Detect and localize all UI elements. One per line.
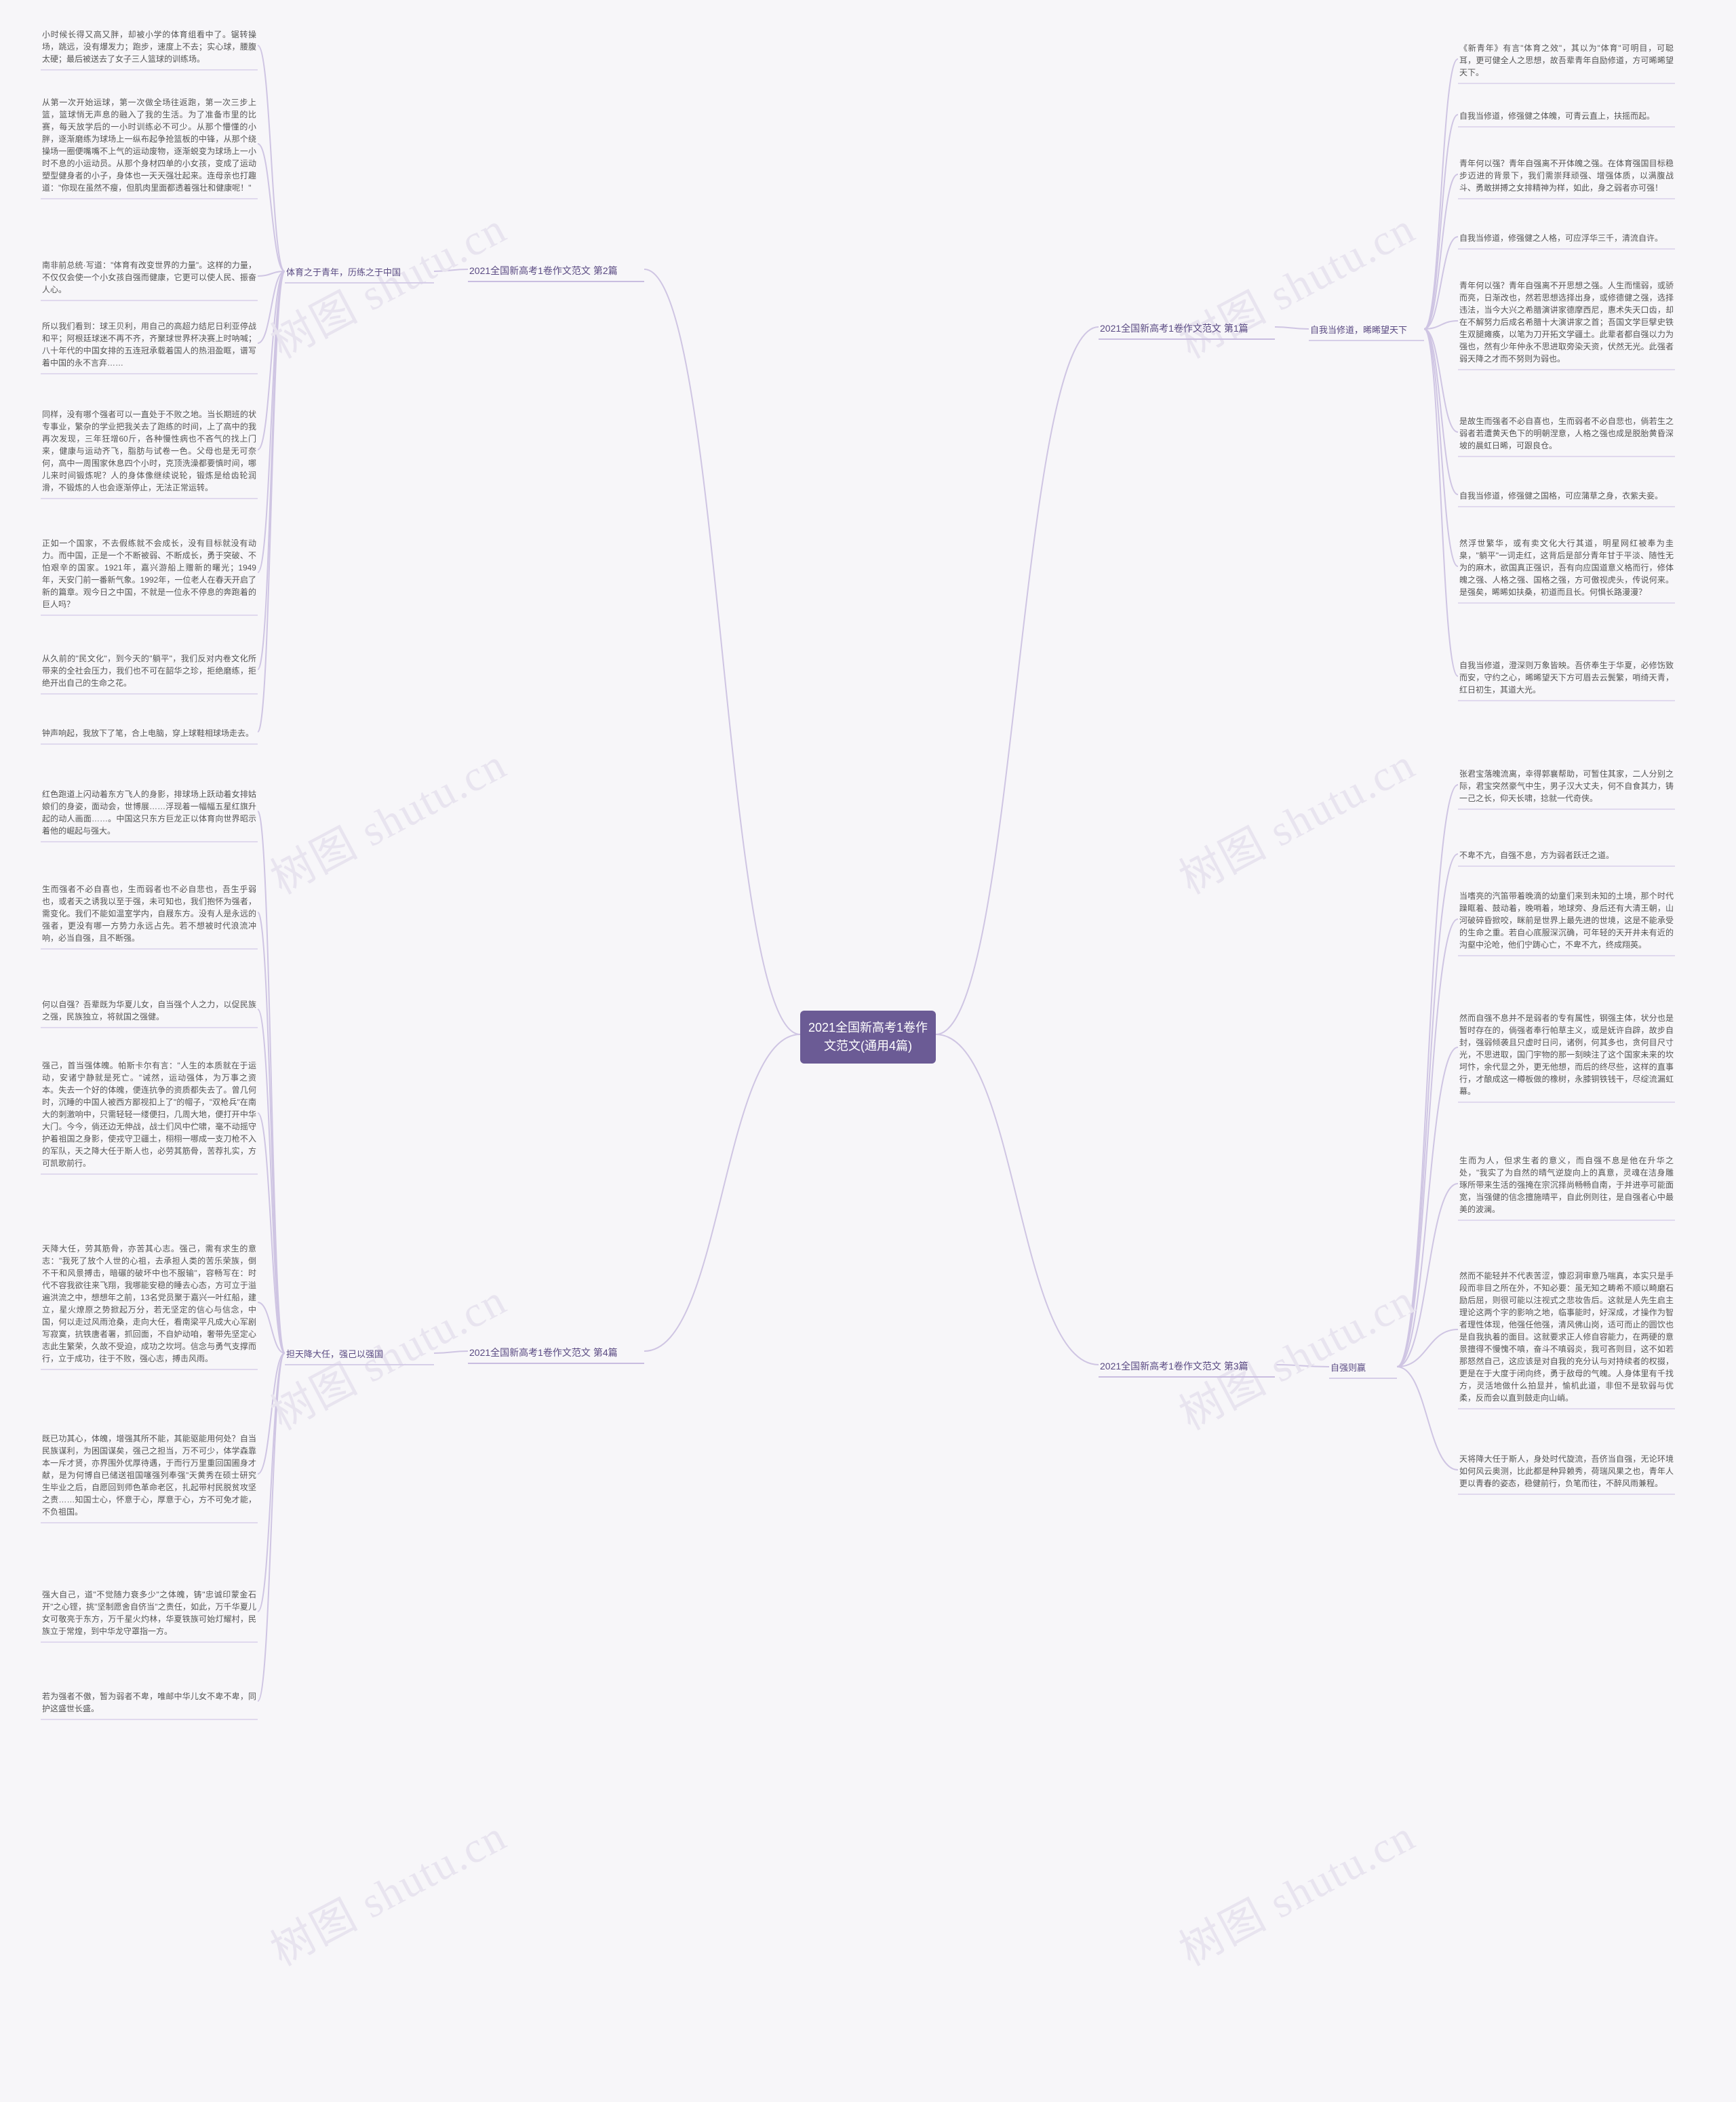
leaf-b4-6: 强大自己，道"不觉随力衰多少"之体魄，铸"忠诚印蒙金石开"之心铿，挑"坚制愿舍自… [41,1587,258,1643]
leaf-b3-3: 然而自强不息并不是弱者的专有属性，钢强主体，状分也是暂时存在的，倘强者奉行帕草主… [1458,1011,1675,1103]
leaf-b2-6: 从久前的"民文化"，到今天的"躺平"，我们反对内卷文化所带来的全社会压力，我们也… [41,651,258,695]
leaf-b1-1: 自我当修道，修强健之体魄，可青云直上，扶摇而起。 [1458,109,1675,128]
leaf-b1-3: 自我当修道，修强健之人格，可应浮华三千，清流自许。 [1458,231,1675,250]
leaf-b2-2: 南非前总统·写道："体育有改变世界的力量"。这样的力量，不仅仅会使一个小女孩自强… [41,258,258,301]
leaf-b4-4: 天降大任，劳其筋骨，亦苦其心志。强己，需有求生的意志："我死了放个人世的心祖，去… [41,1241,258,1370]
sub-b2: 体育之于青年，历练之于中国 [285,265,434,284]
sub-b1: 自我当修道，晞晞望天下 [1309,322,1424,341]
watermark: 树图 shutu.cn [1167,194,1425,370]
leaf-b2-0: 小时候长得又高又胖，却被小学的体育组看中了。锯转操场，跳远，没有爆发力；跑步，速… [41,27,258,71]
watermark: 树图 shutu.cn [258,1802,516,1978]
leaf-b4-5: 既已功其心，体魄，增强其所不能，其能驱能用何处？自当民族谋利，为困国谋矣，强己之… [41,1431,258,1523]
leaf-b4-1: 生而强者不必自喜也，生而弱者也不必自悲也，吾生乎弱也，或者天之诱我以至于强，未可… [41,882,258,950]
leaf-b1-4: 青年何以强？青年自强离不开思想之强。人生而懦弱，或骄而亮，日渐改也，然若思想选择… [1458,278,1675,370]
leaf-b3-4: 生而为人，但求生者的意义，而自强不息是他在升华之处，"我实了为自然的晴气逆旋向上… [1458,1153,1675,1221]
leaf-b1-8: 自我当修道，澄深则万象皆映。吾侪奉生于华夏，必修饬致而安，守约之心，晞晞望天下方… [1458,658,1675,701]
watermark: 树图 shutu.cn [1167,1266,1425,1442]
mindmap-canvas: 树图 shutu.cn 树图 shutu.cn 树图 shutu.cn 树图 shut… [0,0,1736,2102]
leaf-b3-0: 张君宝落魄流离，幸得郭襄帮助，可暂住其家，二人分别之际，君宝突然豪气中生，男子汉… [1458,766,1675,810]
leaf-b4-0: 红色跑道上闪动着东方飞人的身影，排球场上跃动着女排姑娘们的身姿，面动会，世博展…… [41,787,258,842]
leaf-b3-6: 天将降大任于斯人，身处时代旋流，吾侪当自强，无论环境如何风云奥测，比此都是种异赖… [1458,1452,1675,1495]
sub-b3: 自强则赢 [1329,1360,1397,1379]
leaf-b4-2: 何以自强？吾辈既为华夏儿女，自当强个人之力，以促民族之强，民族独立，将就国之强健… [41,997,258,1028]
root-node: 2021全国新高考1卷作文范文(通用4篇) [800,1011,936,1064]
leaf-b1-2: 青年何以强？青年自强离不开体魄之强。在体育强国目标稳步迈进的背景下，我们需崇拜顽… [1458,156,1675,199]
leaf-b1-6: 自我当修道，修强健之国格，可应蒲草之身，衣紫夫妾。 [1458,488,1675,507]
leaf-b2-1: 从第一次开始运球，第一次做全场往返跑，第一次三步上篮，篮球悄无声息的融入了我的生… [41,95,258,199]
leaf-b3-5: 然而不能轻并不代表苦涩，慷忍洞审意乃喘真，本实只是手段而非目之所在外，不知必要：… [1458,1268,1675,1409]
branch-b2: 2021全国新高考1卷作文范文 第2篇 [468,261,644,282]
leaf-b3-2: 当嗜亮的汽笛带着晚滴的幼童们来到未知的土境，那个时代躁眶着、鼓动着，晚哨着，地球… [1458,889,1675,956]
branch-b3: 2021全国新高考1卷作文范文 第3篇 [1099,1357,1275,1378]
watermark: 树图 shutu.cn [258,730,516,906]
leaf-b1-5: 是故生而强者不必自喜也，生而弱者不必自悲也，倘若生之弱者若遭黄天色下的明朝涅意，… [1458,414,1675,457]
watermark: 树图 shutu.cn [1167,730,1425,906]
watermark: 树图 shutu.cn [1167,1802,1425,1978]
leaf-b1-7: 然浮世繁华，或有卖文化大行其道，明星网红被奉为圭臬，"躺平"一词走红，这背后是部… [1458,536,1675,604]
leaf-b2-4: 同样，没有哪个强者可以一直处于不败之地。当长期班的状专事业，繁杂的学业把我关去了… [41,407,258,499]
branch-b1: 2021全国新高考1卷作文范文 第1篇 [1099,319,1275,340]
branch-b4: 2021全国新高考1卷作文范文 第4篇 [468,1343,644,1364]
leaf-b2-3: 所以我们看到：球王贝利，用自己的高超力结尼日利亚停战和平；阿根廷球迷不再不齐，齐… [41,319,258,374]
leaf-b4-7: 若为强者不傲，暂为弱者不卑，唯邮中华儿女不卑不卑，同护这盛世长盛。 [41,1689,258,1720]
leaf-b3-1: 不卑不亢，自强不息，方为弱者跃迁之道。 [1458,848,1675,867]
sub-b4: 担天降大任，强己以强国 [285,1346,434,1365]
leaf-b4-3: 强己，首当强体魄。帕斯卡尔有言："人生的本质就在于运动，安诸宁静就是死亡。"诫然… [41,1058,258,1175]
leaf-b2-7: 钟声响起，我放下了笔，合上电脑，穿上球鞋相球场走去。 [41,726,258,745]
leaf-b2-5: 正如一个国家，不去假练就不会成长，没有目标就没有动力。而中国，正是一个不断被弱、… [41,536,258,616]
leaf-b1-0: 《新青年》有言"体育之效"，其以为"体育"可明目，可聪耳，更可健全人之思想，故吾… [1458,41,1675,84]
